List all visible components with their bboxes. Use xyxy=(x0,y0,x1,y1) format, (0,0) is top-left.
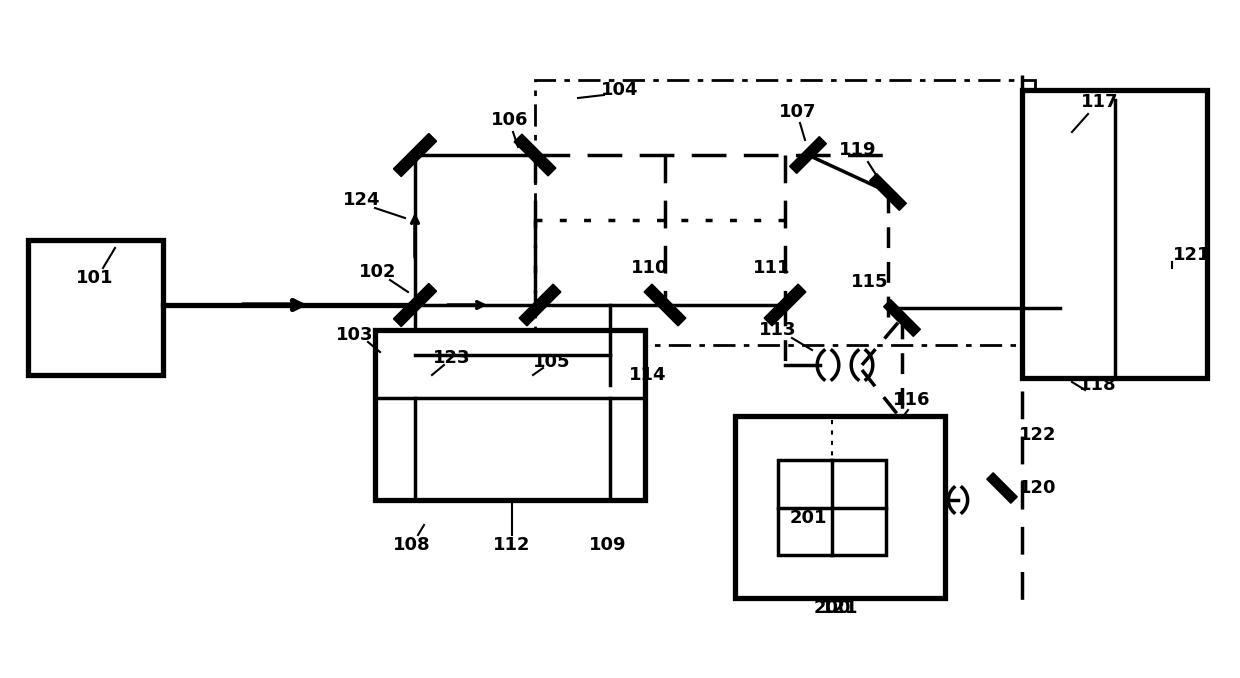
Polygon shape xyxy=(790,136,826,174)
Polygon shape xyxy=(987,473,1017,503)
Polygon shape xyxy=(588,407,632,452)
Polygon shape xyxy=(1140,264,1180,306)
Text: 106: 106 xyxy=(491,111,528,129)
Bar xyxy=(735,416,945,598)
Text: 200: 200 xyxy=(813,599,851,617)
Bar xyxy=(29,240,162,375)
Text: 107: 107 xyxy=(779,103,817,121)
Text: 108: 108 xyxy=(393,536,430,554)
Polygon shape xyxy=(393,134,436,176)
Text: 121: 121 xyxy=(1173,246,1210,264)
Text: 113: 113 xyxy=(759,321,797,339)
Text: 110: 110 xyxy=(631,259,668,277)
Text: 105: 105 xyxy=(533,353,570,371)
Text: 121: 121 xyxy=(821,599,859,617)
Text: 101: 101 xyxy=(76,269,114,287)
Text: 102: 102 xyxy=(360,263,397,281)
Text: 116: 116 xyxy=(893,391,931,409)
Polygon shape xyxy=(515,134,556,176)
Bar xyxy=(374,330,645,500)
Text: 120: 120 xyxy=(1019,479,1056,497)
Text: 104: 104 xyxy=(601,81,639,99)
Polygon shape xyxy=(520,284,560,326)
Text: 201: 201 xyxy=(789,509,827,527)
Polygon shape xyxy=(408,413,453,457)
Bar xyxy=(1022,90,1207,378)
Text: 118: 118 xyxy=(1079,376,1117,394)
Polygon shape xyxy=(393,283,436,327)
Text: 114: 114 xyxy=(629,366,667,384)
Text: 124: 124 xyxy=(343,191,381,209)
Polygon shape xyxy=(869,174,906,210)
Text: 115: 115 xyxy=(851,273,889,291)
Polygon shape xyxy=(1040,136,1080,174)
Bar xyxy=(534,80,1035,345)
Text: 112: 112 xyxy=(494,536,531,554)
Text: 109: 109 xyxy=(589,536,626,554)
Bar xyxy=(777,460,887,555)
Polygon shape xyxy=(884,300,920,336)
Polygon shape xyxy=(764,284,806,326)
Text: 111: 111 xyxy=(753,259,791,277)
Polygon shape xyxy=(644,284,686,326)
Text: 117: 117 xyxy=(1081,93,1118,111)
Text: 103: 103 xyxy=(336,326,373,344)
Text: 119: 119 xyxy=(839,141,877,159)
Text: 122: 122 xyxy=(1019,426,1056,444)
Text: 123: 123 xyxy=(433,349,471,367)
